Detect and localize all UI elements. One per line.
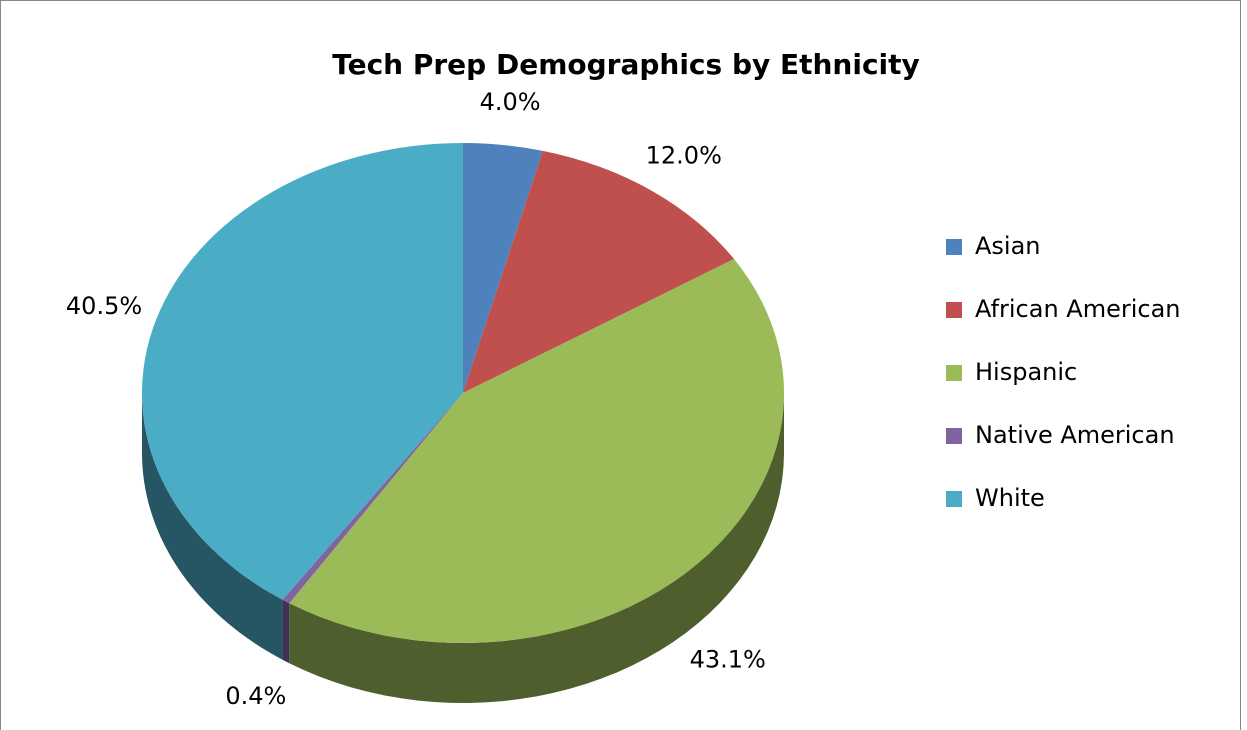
data-label: 0.4%: [225, 682, 286, 710]
chart-title: Tech Prep Demographics by Ethnicity: [332, 48, 920, 81]
legend-label: Asian: [975, 232, 1041, 260]
legend-label: White: [975, 484, 1045, 512]
data-label: 12.0%: [646, 141, 722, 169]
legend-label: Hispanic: [975, 358, 1077, 386]
slice-side: [142, 393, 283, 660]
legend-label: African American: [975, 295, 1181, 323]
slice: [282, 393, 463, 604]
legend-swatch: [946, 302, 962, 318]
data-label: 4.0%: [480, 88, 541, 116]
data-label: 43.1%: [690, 645, 766, 673]
legend-swatch: [946, 428, 962, 444]
legend-swatch: [946, 365, 962, 381]
slice: [463, 150, 735, 393]
data-label: 40.5%: [66, 292, 142, 320]
slice-side: [282, 599, 290, 664]
slice-side: [289, 393, 784, 703]
slice: [141, 143, 464, 600]
legend-label: Native American: [975, 421, 1175, 449]
legend-swatch: [946, 239, 962, 255]
slice: [463, 143, 543, 393]
legend-swatch: [946, 491, 962, 507]
slice: [289, 259, 784, 644]
